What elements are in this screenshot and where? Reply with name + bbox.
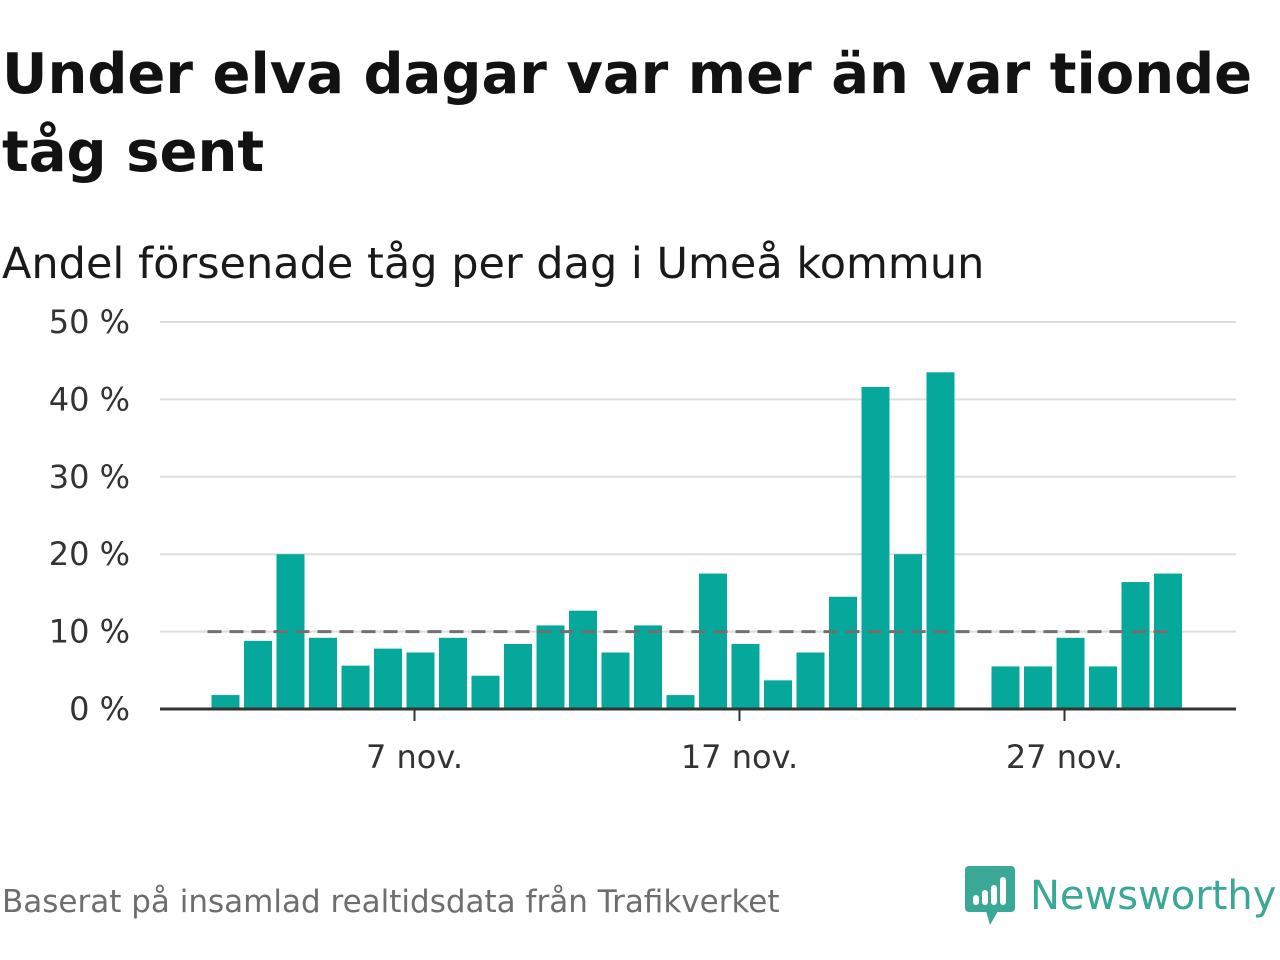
bar	[569, 610, 597, 709]
bar	[991, 666, 1020, 709]
chart-title: Under elva dagar var mer än var tionde t…	[2, 42, 1253, 185]
bar	[764, 680, 792, 709]
y-tick-label: 20 %	[49, 535, 130, 573]
x-tick-label: 17 nov.	[681, 738, 798, 776]
bar	[829, 596, 857, 709]
bar	[731, 643, 760, 709]
bar	[244, 640, 272, 709]
bar	[1024, 666, 1052, 709]
newsworthy-logo: Newsworthy	[964, 864, 1276, 928]
bar	[1154, 573, 1182, 709]
chart-subtitle: Andel försenade tåg per dag i Umeå kommu…	[2, 239, 985, 289]
y-tick-label: 30 %	[49, 458, 130, 496]
bar	[666, 695, 695, 709]
bar	[341, 665, 370, 709]
bar	[406, 652, 435, 709]
bar	[1089, 666, 1117, 709]
y-tick-label: 0 %	[69, 690, 130, 728]
x-tick-label: 27 nov.	[1006, 738, 1123, 776]
chart-speech-bubble-icon	[965, 866, 1015, 925]
x-tick-label: 7 nov.	[366, 738, 463, 776]
y-tick-label: 50 %	[49, 303, 130, 341]
bar	[439, 637, 467, 709]
bar	[309, 637, 337, 709]
y-tick-label: 40 %	[49, 380, 130, 418]
bar	[471, 675, 500, 709]
bar-chart: 0 % 10 % 20 % 30 % 40 % 50 % 7 nov. 17 nov. 27 n…	[49, 303, 1236, 776]
bar	[374, 648, 402, 709]
bar	[1121, 582, 1150, 709]
bar	[634, 625, 662, 709]
bar	[699, 573, 727, 709]
bar	[536, 625, 565, 709]
bar	[1056, 637, 1085, 709]
bar	[796, 652, 825, 709]
logo-text: Newsworthy	[1030, 873, 1277, 919]
y-tick-label: 10 %	[49, 613, 130, 651]
bar	[504, 643, 532, 709]
bar	[926, 372, 955, 709]
source-note: Baserat på insamlad realtidsdata från Tr…	[2, 884, 780, 920]
bar	[211, 695, 240, 709]
bar	[861, 387, 890, 709]
bar	[601, 652, 630, 709]
